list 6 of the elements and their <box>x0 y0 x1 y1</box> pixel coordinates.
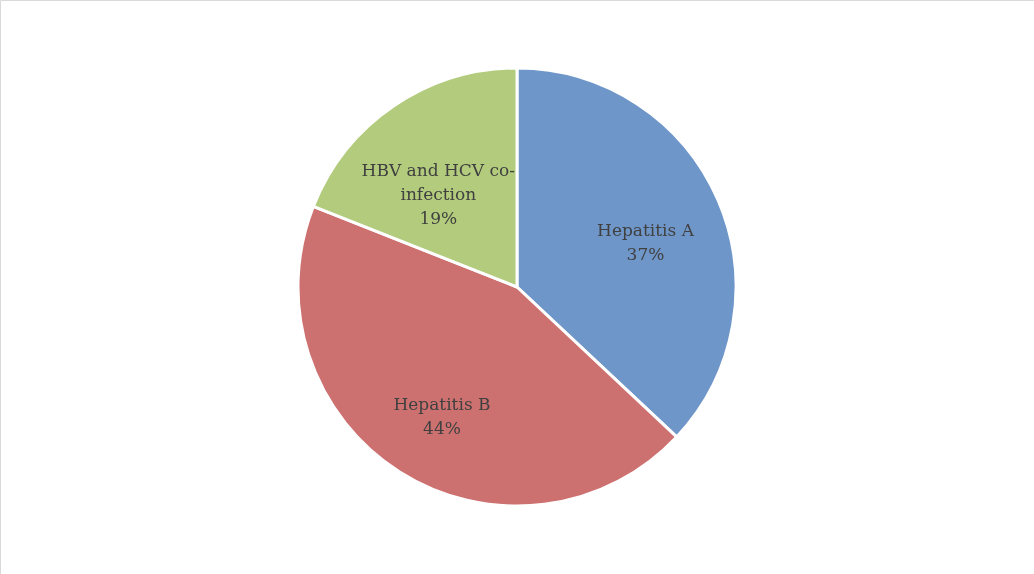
data-label: 19% <box>419 208 458 229</box>
slice-label: Hepatitis B <box>393 394 491 415</box>
data-label: 37% <box>626 244 665 265</box>
slice-label: Hepatitis A <box>597 220 695 241</box>
data-label: 44% <box>423 418 461 439</box>
slice-label: HBV and HCV co-infection <box>361 160 515 205</box>
